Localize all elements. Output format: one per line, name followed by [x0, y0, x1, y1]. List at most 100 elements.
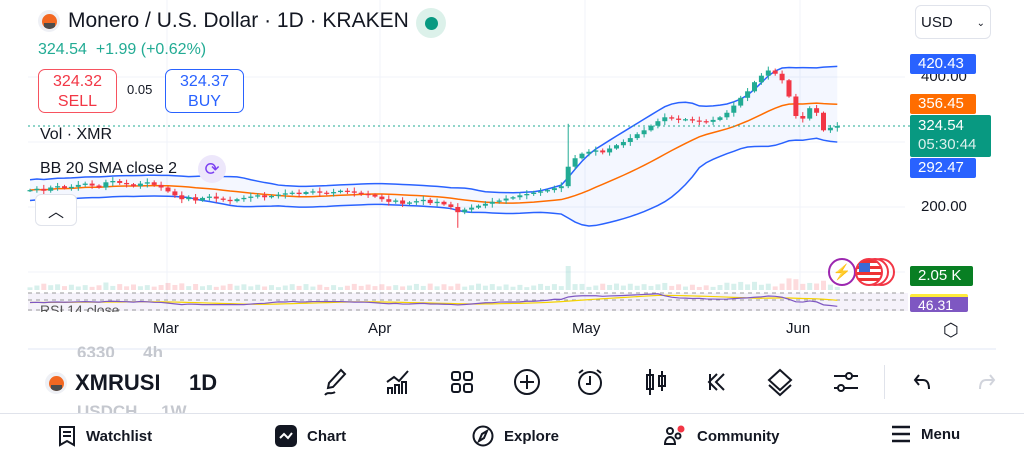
volume-bar — [289, 284, 295, 290]
axis-label: 200.00 — [921, 198, 967, 215]
candle-body — [669, 117, 675, 119]
nav-explore[interactable]: Explore — [472, 425, 559, 447]
buy-button[interactable]: 324.37 BUY — [165, 69, 244, 113]
templates-icon[interactable] — [442, 364, 482, 400]
symbol-title[interactable]: Monero / U.S. Dollar · 1D · KRAKEN — [38, 9, 409, 33]
menu-icon — [892, 425, 910, 443]
candle-body — [489, 201, 495, 204]
volume-bar — [62, 286, 67, 290]
volume-bar — [627, 283, 633, 290]
candles-icon[interactable] — [636, 364, 676, 400]
volume-bar — [41, 283, 47, 290]
volume-bar — [641, 284, 647, 290]
nav-community[interactable]: Community — [663, 425, 780, 447]
redo-icon[interactable] — [966, 364, 1006, 400]
volume-bar — [420, 285, 426, 290]
lightning-event-icon[interactable]: ⚡ — [828, 258, 856, 286]
volume-bar — [427, 283, 433, 290]
candle-body — [331, 192, 337, 194]
interval-button[interactable]: 1D — [189, 370, 218, 395]
candle-body — [579, 153, 585, 159]
volume-bar — [303, 284, 309, 290]
currency-select[interactable]: USD ⌄ — [915, 5, 991, 39]
layers-icon[interactable] — [760, 364, 800, 400]
volume-bar — [400, 286, 406, 290]
candle-body — [731, 105, 737, 113]
nav-chart[interactable]: Chart — [275, 425, 346, 447]
candle-body — [165, 187, 171, 192]
refresh-icon[interactable]: ⟳ — [198, 155, 226, 183]
volume-bar — [565, 266, 571, 290]
quote-line: 324.54 +1.99 (+0.62%) — [38, 41, 206, 59]
candle-body — [27, 190, 33, 192]
candle-body — [103, 182, 109, 188]
volume-bar — [793, 279, 799, 290]
rsi-ma-line — [29, 294, 838, 305]
volume-bar — [586, 286, 592, 290]
volume-bar — [503, 284, 509, 290]
candle-body — [317, 191, 323, 193]
volume-bar — [745, 284, 751, 290]
sell-button[interactable]: 324.32 SELL — [38, 69, 117, 113]
volume-bar — [282, 285, 288, 290]
candle-body — [55, 186, 61, 188]
nav-menu[interactable]: Menu — [891, 425, 960, 443]
rsi-line — [29, 293, 838, 307]
candle-body — [186, 197, 192, 200]
candle-body — [282, 193, 288, 195]
candle-body — [234, 199, 240, 202]
collapse-legend-button[interactable]: ︿ — [35, 194, 77, 226]
volume-legend[interactable]: Vol · XMR — [40, 126, 113, 143]
bb-lower-line — [29, 137, 838, 227]
volume-bar — [607, 284, 613, 290]
candle-body — [627, 138, 633, 142]
volume-bar — [379, 284, 385, 290]
volume-bar — [213, 286, 219, 290]
candle-body — [427, 199, 433, 204]
undo-icon[interactable] — [903, 364, 943, 400]
us-flag-event-icon[interactable] — [855, 258, 897, 286]
candle-body — [600, 150, 606, 153]
volume-bar — [365, 284, 371, 290]
candle-body — [82, 183, 88, 185]
nav-watchlist[interactable]: Watchlist — [58, 425, 152, 447]
monero-logo-icon — [45, 372, 67, 394]
symbol-picker[interactable]: XMRUSD 1D — [45, 370, 217, 396]
candle-body — [827, 127, 833, 131]
volume-bar — [738, 281, 744, 290]
volume-bar — [821, 280, 826, 290]
rsi-band — [28, 293, 908, 311]
candle-body — [137, 183, 143, 187]
market-open-indicator-icon — [416, 8, 446, 38]
add-icon[interactable] — [507, 364, 547, 400]
candle-body — [96, 185, 102, 188]
alert-clock-icon[interactable] — [570, 364, 610, 400]
indicators-icon[interactable] — [378, 364, 418, 400]
ghost-text: 4h — [143, 343, 164, 357]
volume-bar — [27, 287, 33, 290]
candle-body — [144, 182, 150, 184]
candle-body — [206, 196, 212, 198]
volume-bar — [786, 278, 792, 290]
volume-bar — [703, 285, 709, 290]
candle-body — [262, 195, 268, 198]
bb-legend[interactable]: BB 20 SMA close 2 — [40, 160, 177, 177]
settings-sliders-icon[interactable] — [826, 364, 866, 400]
candle-body — [703, 121, 709, 123]
pencil-icon[interactable] — [316, 364, 356, 400]
volume-bar — [827, 284, 833, 290]
candle-body — [662, 117, 668, 122]
candle-body — [572, 158, 578, 167]
buy-price: 324.37 — [180, 73, 229, 90]
replay-icon[interactable] — [697, 364, 737, 400]
chart-settings-icon[interactable]: ⬡ — [943, 320, 959, 340]
ghost-symbol-above: 6330 4h — [77, 343, 163, 357]
volume-bar — [800, 283, 806, 290]
candle-body — [724, 112, 730, 118]
rsi-legend[interactable]: RSI 14 close — [40, 302, 120, 312]
candle-body — [620, 142, 626, 146]
volume-bar — [151, 286, 157, 290]
volume-bar — [220, 285, 226, 290]
volume-bar — [710, 286, 716, 290]
